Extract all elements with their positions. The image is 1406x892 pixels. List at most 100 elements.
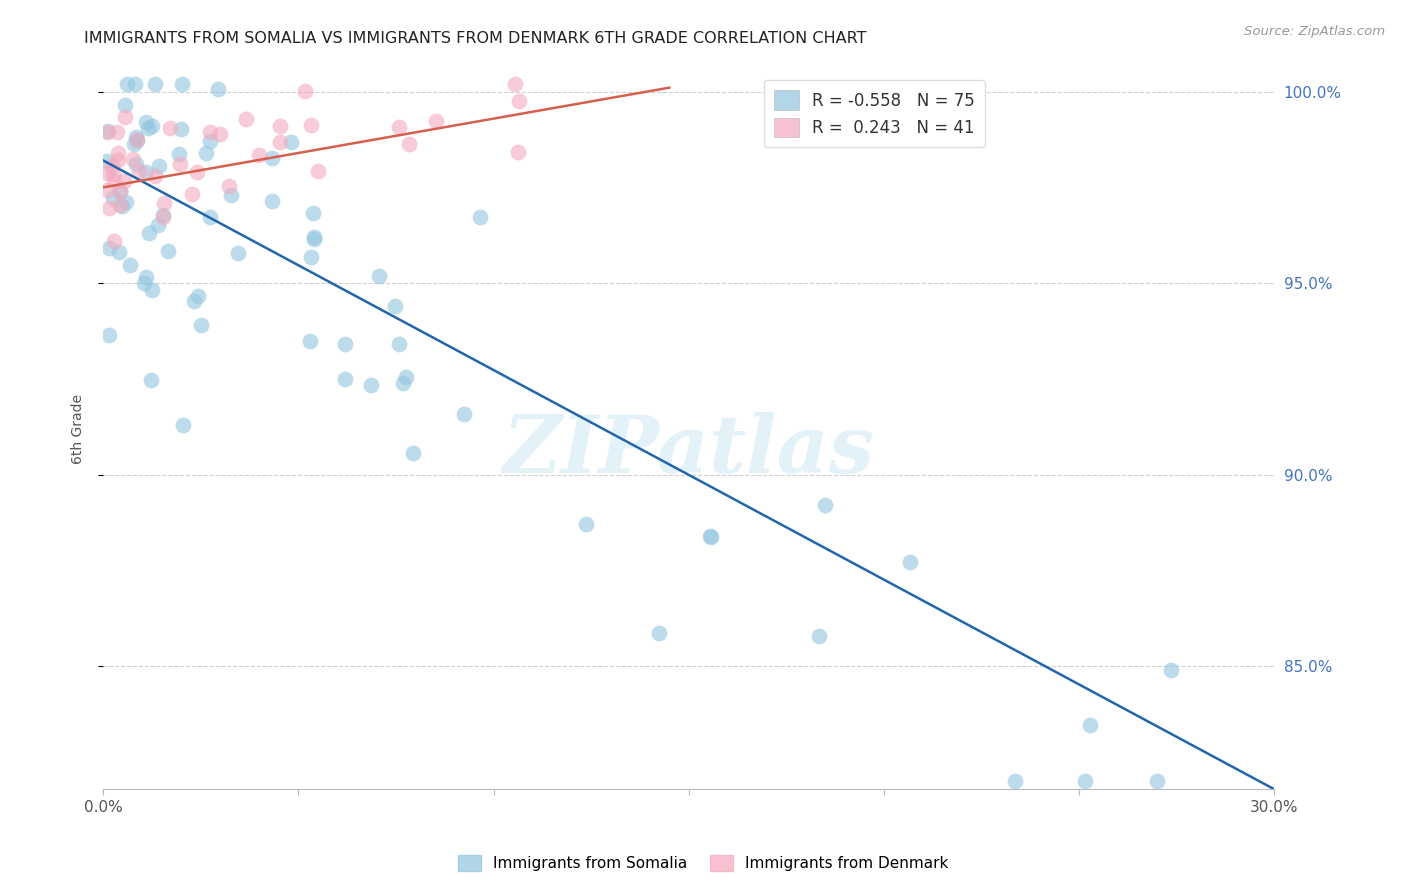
Legend: R = -0.558   N = 75, R =  0.243   N = 41: R = -0.558 N = 75, R = 0.243 N = 41 xyxy=(763,80,984,147)
Point xyxy=(388,337,411,351)
Point xyxy=(103,234,125,248)
Point xyxy=(425,114,447,128)
Point xyxy=(172,417,194,432)
Point xyxy=(138,227,160,241)
Point xyxy=(125,156,148,170)
Legend: Immigrants from Somalia, Immigrants from Denmark: Immigrants from Somalia, Immigrants from… xyxy=(451,849,955,877)
Y-axis label: 6th Grade: 6th Grade xyxy=(72,394,86,464)
Point xyxy=(187,289,209,303)
Point xyxy=(247,148,270,162)
Point xyxy=(103,174,125,188)
Point xyxy=(170,122,193,136)
Point xyxy=(186,164,208,178)
Point xyxy=(148,159,170,173)
Point xyxy=(807,629,830,643)
Point xyxy=(146,219,169,233)
Point xyxy=(114,111,136,125)
Point xyxy=(111,199,134,213)
Point xyxy=(299,250,322,264)
Point xyxy=(219,188,242,202)
Point xyxy=(139,373,162,387)
Point xyxy=(506,145,529,159)
Point xyxy=(136,121,159,136)
Point xyxy=(575,516,598,531)
Point xyxy=(115,194,138,209)
Point xyxy=(107,153,129,168)
Point xyxy=(141,283,163,297)
Point xyxy=(115,77,138,91)
Point xyxy=(143,169,166,184)
Point xyxy=(195,145,218,160)
Point xyxy=(468,211,491,225)
Point xyxy=(200,125,222,139)
Point xyxy=(814,498,837,512)
Point xyxy=(1146,774,1168,789)
Point xyxy=(101,159,124,173)
Point xyxy=(97,123,120,137)
Point xyxy=(269,135,291,149)
Point xyxy=(333,371,356,385)
Point xyxy=(105,125,128,139)
Point xyxy=(280,136,302,150)
Point xyxy=(198,134,221,148)
Point xyxy=(1073,774,1095,789)
Point xyxy=(152,210,174,224)
Point xyxy=(304,230,326,244)
Point xyxy=(159,120,181,135)
Point xyxy=(302,232,325,246)
Point xyxy=(135,114,157,128)
Point xyxy=(1004,774,1026,789)
Point xyxy=(96,154,118,169)
Point xyxy=(388,120,411,135)
Point xyxy=(103,191,125,205)
Point xyxy=(96,183,118,197)
Point xyxy=(333,337,356,351)
Point xyxy=(122,137,145,152)
Point xyxy=(124,77,146,91)
Point xyxy=(110,184,132,198)
Point xyxy=(125,129,148,144)
Point xyxy=(125,133,148,147)
Point xyxy=(152,208,174,222)
Point xyxy=(170,77,193,91)
Point xyxy=(96,125,118,139)
Point xyxy=(294,85,316,99)
Point xyxy=(110,198,132,212)
Point xyxy=(207,82,229,96)
Point xyxy=(114,98,136,112)
Point xyxy=(302,206,325,220)
Point xyxy=(299,118,322,132)
Point xyxy=(183,294,205,309)
Point xyxy=(97,201,120,215)
Point xyxy=(167,147,190,161)
Point xyxy=(269,119,291,133)
Point xyxy=(180,187,202,202)
Point xyxy=(1078,717,1101,731)
Point xyxy=(97,241,120,255)
Point xyxy=(398,136,420,151)
Point xyxy=(209,127,232,141)
Point xyxy=(190,318,212,333)
Point xyxy=(384,299,406,313)
Point xyxy=(453,407,475,421)
Point xyxy=(132,276,155,290)
Point xyxy=(125,133,148,147)
Point xyxy=(122,152,145,166)
Point xyxy=(368,268,391,283)
Text: ZIPatlas: ZIPatlas xyxy=(502,412,875,489)
Point xyxy=(96,166,118,180)
Point xyxy=(97,328,120,343)
Point xyxy=(699,530,721,544)
Point xyxy=(169,157,191,171)
Point xyxy=(135,270,157,285)
Point xyxy=(143,77,166,91)
Point xyxy=(307,164,329,178)
Point xyxy=(218,178,240,193)
Point xyxy=(108,184,131,198)
Point xyxy=(198,211,221,225)
Point xyxy=(360,377,382,392)
Point xyxy=(699,528,721,542)
Point xyxy=(156,244,179,258)
Point xyxy=(112,174,135,188)
Point xyxy=(395,370,418,384)
